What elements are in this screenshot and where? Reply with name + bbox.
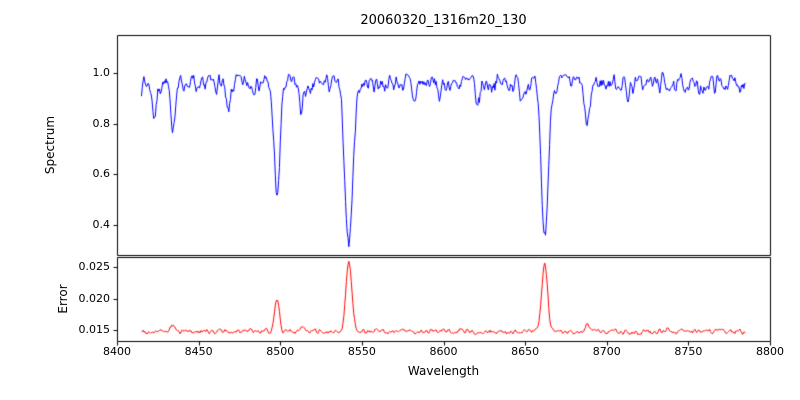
x-tick-label: 8700 xyxy=(592,345,621,358)
x-tick-label: 8400 xyxy=(103,345,131,358)
spectrum-y-axis-label: Spectrum xyxy=(43,115,57,175)
error-y-tick-label: 0.025 xyxy=(78,260,111,274)
x-tick-label: 8650 xyxy=(511,345,540,358)
spectrum-y-tick-label: 0.6 xyxy=(92,167,111,181)
error-y-tick-label: 0.020 xyxy=(78,291,111,305)
x-tick-label: 8450 xyxy=(184,345,213,358)
error-y-tick-label: 0.015 xyxy=(78,323,111,337)
x-tick-label: 8800 xyxy=(756,345,784,358)
x-tick-label: 8500 xyxy=(266,345,295,358)
x-tick-label: 8750 xyxy=(674,345,703,358)
x-tick-label: 8600 xyxy=(429,345,458,358)
x-tick-label: 8550 xyxy=(347,345,376,358)
spectrum-y-tick-label: 1.0 xyxy=(92,65,111,79)
spectrum-y-tick-label: 0.8 xyxy=(92,116,111,130)
chart-title: 20060320_1316m20_130 xyxy=(360,13,527,28)
x-axis-label: Wavelength xyxy=(407,364,480,378)
spectrum-y-tick-label: 0.4 xyxy=(92,217,111,231)
